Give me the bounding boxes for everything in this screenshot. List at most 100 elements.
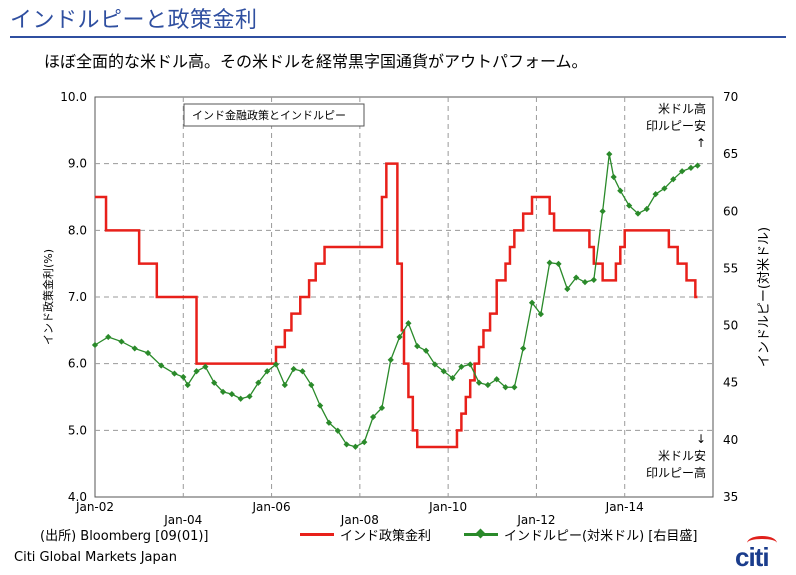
rupee-point [281,381,288,389]
rupee-point [246,393,253,400]
rupee-point [546,259,553,266]
rupee-point [590,276,597,283]
rupee-point [440,368,447,375]
legend-swatch-rupee [464,528,498,539]
page-title: インドルピーと政策金利 [10,8,258,33]
series-line-policy-rate [95,162,698,449]
rupee-point [643,205,650,213]
rupee-point [414,343,421,350]
x-tick-label: Jan-04 [163,513,202,527]
rupee-point [502,384,509,391]
rupee-point [180,373,187,381]
annotation-top-line: ↑ [696,136,706,150]
rupee-point [606,151,613,158]
y-right-tick-label: 40 [723,433,738,447]
legend-label-policy-rate: インド政策金利 [340,529,432,544]
y-left-tick-label: 9.0 [68,157,87,171]
rupee-point [581,279,589,286]
title-divider [10,36,786,38]
legend-item-policy-rate: インド政策金利 [300,525,431,544]
rupee-point [317,402,324,409]
rupee-point [193,368,200,375]
rupee-point [118,338,125,345]
annotation-top-line: 印ルピー安 [646,118,706,133]
inset-label: インド金融政策とインドルピー [192,108,346,122]
rupee-point [458,363,465,370]
rupee-point [131,345,138,352]
y-left-tick-label: 8.0 [68,223,87,237]
y-right-tick-label: 50 [723,319,738,333]
y-right-tick-label: 70 [723,90,738,104]
legend-label-rupee: インドルピー(対米ドル) [右目盛] [504,529,698,544]
citi-logo: citi [735,536,790,572]
legend-swatch-policy-rate [300,533,334,536]
annotation-top-line: 米ドル高 [658,101,706,116]
x-tick-label: Jan-06 [252,500,291,514]
rupee-point [308,381,315,389]
rupee-point [537,311,544,318]
y-right-tick-label: 65 [723,147,738,161]
rupee-point [228,391,235,398]
rupee-point [610,173,617,181]
x-tick-label: Jan-14 [605,500,644,514]
page-subtitle: ほぼ全面的な米ドル高。その米ドルを経常黒字国通貨がアウトパフォーム。 [44,52,588,71]
rupee-point [378,404,386,411]
x-tick-label: Jan-02 [75,500,114,514]
inset-label-box [183,103,365,127]
rupee-point [264,368,271,375]
rupee-point [599,208,606,215]
rupee-point [467,361,474,368]
rupee-point [475,379,483,386]
logo-text: citi [735,542,770,572]
y-right-axis-label: インドルピー(対米ドル) [757,227,772,367]
rupee-point [449,375,456,382]
rupee-point [484,381,491,389]
annotation-bottom-line: 米ドル安 [658,448,706,463]
legend-item-rupee: インドルピー(対米ドル) [右目盛] [464,525,697,544]
x-tick-label: Jan-10 [428,500,467,514]
x-tick-label: Jan-08 [340,513,379,527]
source-note: (出所) Bloomberg [09(01)] [40,529,209,544]
y-left-tick-label: 4.0 [68,490,87,504]
y-left-tick-label: 5.0 [68,423,87,437]
y-right-tick-label: 60 [723,204,738,218]
rupee-point [144,349,152,357]
rupee-point [290,365,297,373]
rupee-point [511,384,518,391]
rupee-point [369,413,377,421]
rupee-point [105,333,112,341]
rupee-point [237,395,244,402]
rupee-point [361,439,368,446]
company-name: Citi Global Markets Japan [14,550,177,565]
y-left-tick-label: 7.0 [68,290,87,304]
rupee-point [343,441,350,448]
y-right-tick-label: 35 [723,490,738,504]
x-tick-label: Jan-12 [516,513,555,527]
rupee-point [272,361,280,368]
annotation-bottom-line: ↓ [696,432,706,446]
rupee-point [687,164,695,171]
rupee-point [299,368,306,375]
rupee-point [422,347,430,354]
logo-arc-icon [747,536,777,550]
annotation-bottom-line: 印ルピー高 [646,465,706,480]
rupee-point [387,356,394,363]
rupee-point [171,370,178,377]
rupee-point [352,443,359,450]
y-left-axis-label: インド政策金利(%) [41,249,55,345]
rupee-point [520,345,527,352]
rupee-point [396,333,403,341]
rupee-point [555,260,562,267]
y-right-tick-label: 55 [723,261,738,275]
rupee-point [325,419,333,426]
rupee-point [405,320,412,327]
rupee-point [493,376,500,383]
rupee-point [184,381,191,389]
rupee-point [431,361,439,368]
y-left-tick-label: 6.0 [68,357,87,371]
y-right-tick-label: 45 [723,376,738,390]
rupee-point [91,341,99,349]
y-left-tick-label: 10.0 [60,90,87,104]
rupee-point [617,187,624,194]
